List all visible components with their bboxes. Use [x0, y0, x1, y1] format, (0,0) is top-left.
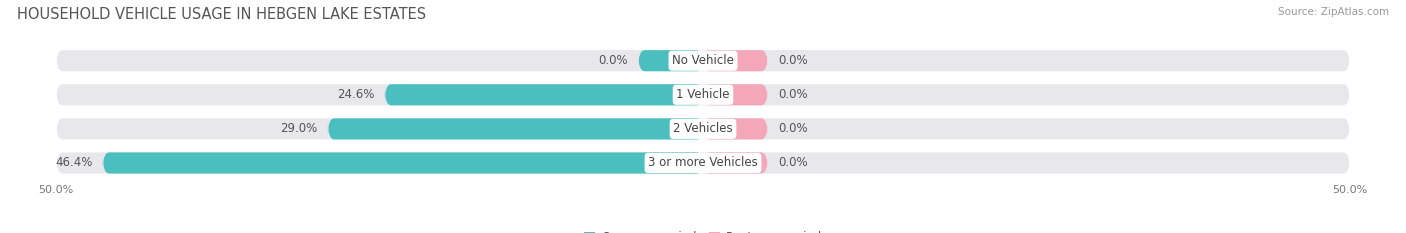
- Text: 46.4%: 46.4%: [55, 157, 93, 169]
- Text: Source: ZipAtlas.com: Source: ZipAtlas.com: [1278, 7, 1389, 17]
- FancyBboxPatch shape: [703, 50, 768, 71]
- Legend: Owner-occupied, Renter-occupied: Owner-occupied, Renter-occupied: [579, 226, 827, 233]
- FancyBboxPatch shape: [385, 84, 703, 105]
- Text: 3 or more Vehicles: 3 or more Vehicles: [648, 157, 758, 169]
- Text: No Vehicle: No Vehicle: [672, 54, 734, 67]
- Text: 0.0%: 0.0%: [778, 122, 807, 135]
- FancyBboxPatch shape: [103, 152, 703, 174]
- Text: 0.0%: 0.0%: [778, 157, 807, 169]
- Text: HOUSEHOLD VEHICLE USAGE IN HEBGEN LAKE ESTATES: HOUSEHOLD VEHICLE USAGE IN HEBGEN LAKE E…: [17, 7, 426, 22]
- FancyBboxPatch shape: [703, 84, 768, 105]
- Text: 0.0%: 0.0%: [778, 88, 807, 101]
- Text: 29.0%: 29.0%: [280, 122, 318, 135]
- FancyBboxPatch shape: [703, 152, 768, 174]
- FancyBboxPatch shape: [703, 118, 768, 140]
- Text: 1 Vehicle: 1 Vehicle: [676, 88, 730, 101]
- Text: 24.6%: 24.6%: [337, 88, 374, 101]
- FancyBboxPatch shape: [56, 84, 1350, 105]
- Text: 0.0%: 0.0%: [599, 54, 628, 67]
- FancyBboxPatch shape: [638, 50, 703, 71]
- FancyBboxPatch shape: [56, 118, 1350, 140]
- FancyBboxPatch shape: [328, 118, 703, 140]
- Text: 2 Vehicles: 2 Vehicles: [673, 122, 733, 135]
- FancyBboxPatch shape: [56, 152, 1350, 174]
- Text: 0.0%: 0.0%: [778, 54, 807, 67]
- FancyBboxPatch shape: [56, 50, 1350, 71]
